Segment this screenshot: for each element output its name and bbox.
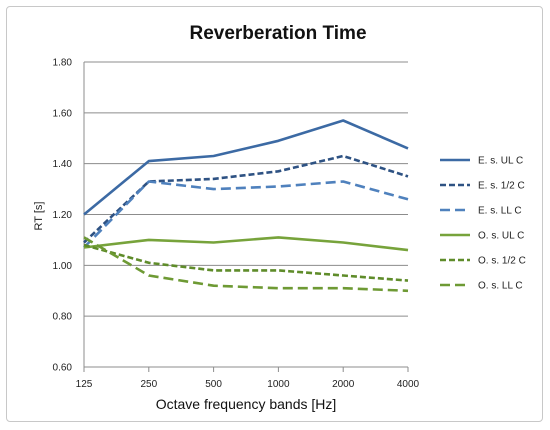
chart-title: Reverberation Time <box>189 23 366 44</box>
series-line-4 <box>83 236 409 252</box>
series-lines <box>83 119 409 293</box>
x-tick-label: 125 <box>76 379 93 390</box>
y-tick-label: 1.20 <box>53 210 73 221</box>
y-tick-label: 0.60 <box>53 363 73 374</box>
legend-label-6: O. s. LL C <box>478 281 523 292</box>
series-line-1 <box>83 119 409 216</box>
legend-label-1: E. s. UL C <box>478 156 523 167</box>
grid <box>83 61 408 368</box>
x-ticks: 125 250 500 1000 2000 4000 <box>76 367 420 390</box>
x-tick-label: 1000 <box>267 379 290 390</box>
y-tick-label: 1.00 <box>53 261 73 272</box>
legend-label-4: O. s. UL C <box>478 231 524 242</box>
legend-label-5: O. s. 1/2 C <box>478 256 526 267</box>
y-tick-label: 0.80 <box>53 312 73 323</box>
x-tick-label: 2000 <box>332 379 355 390</box>
legend-label-3: E. s. LL C <box>478 206 522 217</box>
x-tick-label: 4000 <box>397 379 420 390</box>
series-line-5 <box>83 243 409 282</box>
y-tick-label: 1.40 <box>53 159 73 170</box>
y-tick-label: 1.60 <box>53 108 73 119</box>
y-tick-label: 1.80 <box>53 58 73 69</box>
x-tick-label: 250 <box>140 379 157 390</box>
y-axis-label: RT [s] <box>33 202 45 231</box>
legend: E. s. UL C E. s. 1/2 C E. s. LL C O. s. UL … <box>440 156 526 292</box>
y-ticks: 0.60 0.80 1.00 1.20 1.40 1.60 1.80 <box>53 58 73 374</box>
legend-label-2: E. s. 1/2 C <box>478 181 525 192</box>
series-line-3 <box>83 180 409 249</box>
x-tick-label: 500 <box>205 379 222 390</box>
x-axis-label: Octave frequency bands [Hz] <box>156 396 337 412</box>
series-line-6 <box>83 236 409 293</box>
